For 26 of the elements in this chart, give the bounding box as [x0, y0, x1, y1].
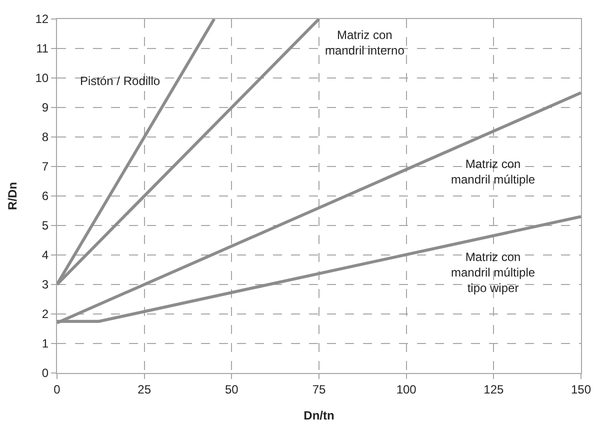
y-tick-label: 8: [42, 130, 49, 144]
x-tick-label: 75: [312, 382, 326, 396]
y-tick-label: 4: [42, 248, 49, 262]
y-tick-label: 3: [42, 278, 49, 292]
y-tick-label: 7: [42, 160, 49, 174]
y-tick-label: 5: [42, 218, 49, 233]
x-axis-title: Dn/tn: [304, 408, 334, 422]
x-tick-label: 25: [138, 382, 152, 396]
y-tick-label: 1: [42, 336, 49, 351]
y-tick-label: 10: [35, 71, 49, 86]
y-tick-label: 12: [35, 12, 49, 26]
y-tick-label: 0: [42, 366, 49, 380]
y-tick-label: 11: [36, 42, 49, 56]
series-label: Pistón / Rodillo: [80, 74, 160, 88]
series-label: Matriz con mandril interno: [325, 28, 405, 58]
y-tick-label: 2: [42, 307, 49, 322]
y-tick-label: 9: [42, 100, 49, 115]
y-axis-title: R/Dn: [6, 182, 20, 210]
x-tick-label: 100: [396, 382, 417, 396]
x-tick-label: 150: [570, 382, 592, 396]
series-label: Matriz con mandril múltiple: [451, 157, 536, 187]
x-tick-label: 0: [54, 382, 61, 396]
series-label: Matriz con mandril múltiple tipo wiper: [451, 250, 536, 296]
x-tick-label: 125: [484, 382, 504, 396]
x-tick-label: 50: [224, 382, 239, 396]
y-tick-label: 6: [42, 189, 49, 204]
